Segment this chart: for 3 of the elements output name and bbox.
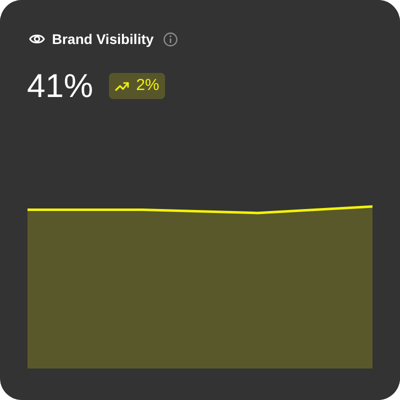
text: 41%: [27, 67, 94, 104]
text: 2%: [136, 77, 160, 95]
chart-title: Brand Visibility: [52, 30, 154, 49]
